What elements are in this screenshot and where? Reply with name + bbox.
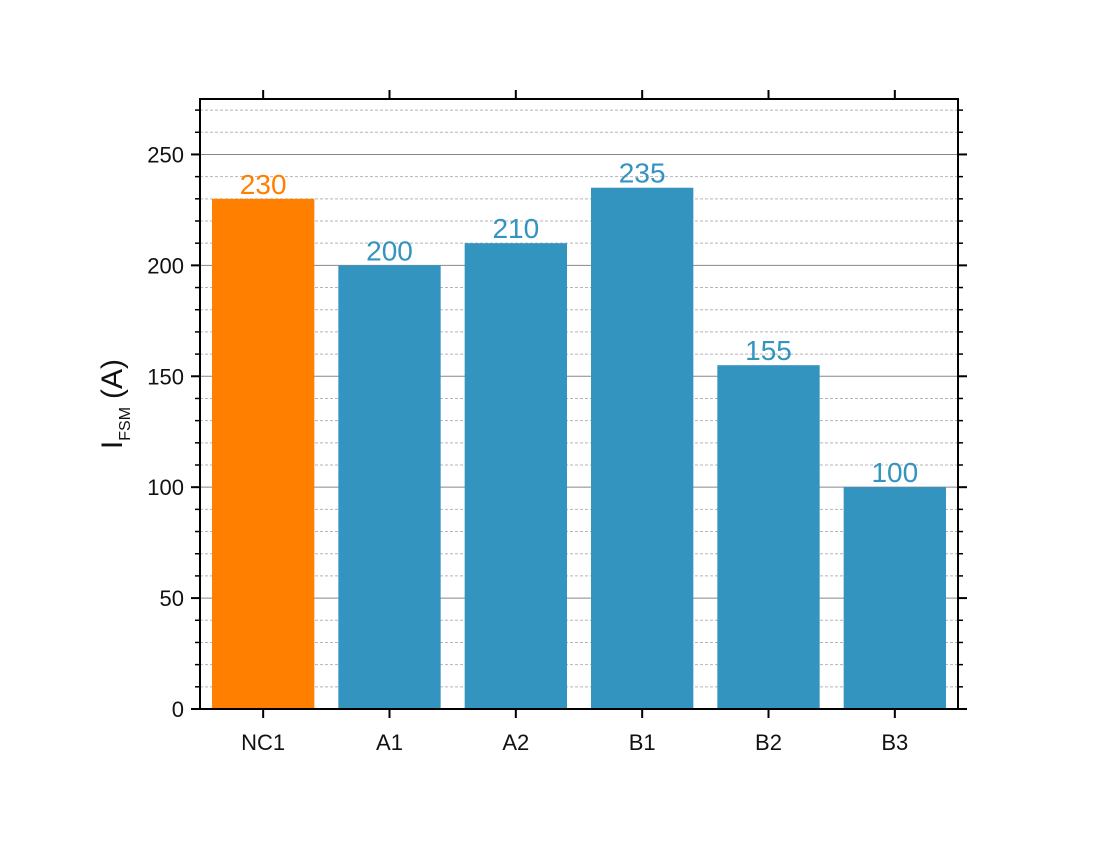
- y-tick-labels: 0 50 100 150 200 250: [147, 142, 184, 722]
- y-axis-title-subscript: FSM: [117, 407, 134, 441]
- data-label-a2: 210: [492, 213, 539, 244]
- data-label-a1: 200: [366, 235, 413, 266]
- data-label-b2: 155: [745, 335, 792, 366]
- bar-a1: [338, 265, 441, 709]
- plot-frame: [199, 98, 959, 710]
- x-tick-labels: NC1 A1 A2 B1 B2 B3: [241, 730, 908, 755]
- x-tick-label: NC1: [241, 730, 285, 755]
- y-tick-label: 200: [147, 253, 184, 278]
- y-axis-title: IFSM (A): [96, 359, 134, 449]
- bar-b2: [717, 365, 820, 709]
- y-axis-title-unit: (A): [96, 359, 129, 399]
- y-axis-title-main: I: [96, 441, 129, 449]
- y-tick-label: 100: [147, 475, 184, 500]
- y-tick-label: 150: [147, 364, 184, 389]
- x-tick-label: B1: [629, 730, 656, 755]
- y-tick-label: 0: [172, 697, 184, 722]
- bar-b3: [843, 487, 946, 709]
- data-label-nc1: 230: [240, 169, 287, 200]
- bar-b1: [591, 187, 694, 709]
- x-tick-label: B3: [881, 730, 908, 755]
- x-tick-label: A1: [376, 730, 403, 755]
- data-label-b1: 235: [619, 158, 666, 189]
- y-tick-label: 250: [147, 142, 184, 167]
- data-labels: 230 200 210 235 155 100: [240, 158, 918, 488]
- bar-nc1: [212, 198, 315, 709]
- bar-a2: [464, 243, 567, 709]
- grid-lines: [200, 109, 958, 688]
- axis-ticks: [191, 90, 967, 718]
- bars: [212, 187, 946, 709]
- x-tick-label: B2: [755, 730, 782, 755]
- data-label-b3: 100: [871, 457, 918, 488]
- y-tick-label: 50: [160, 586, 184, 611]
- x-tick-label: A2: [502, 730, 529, 755]
